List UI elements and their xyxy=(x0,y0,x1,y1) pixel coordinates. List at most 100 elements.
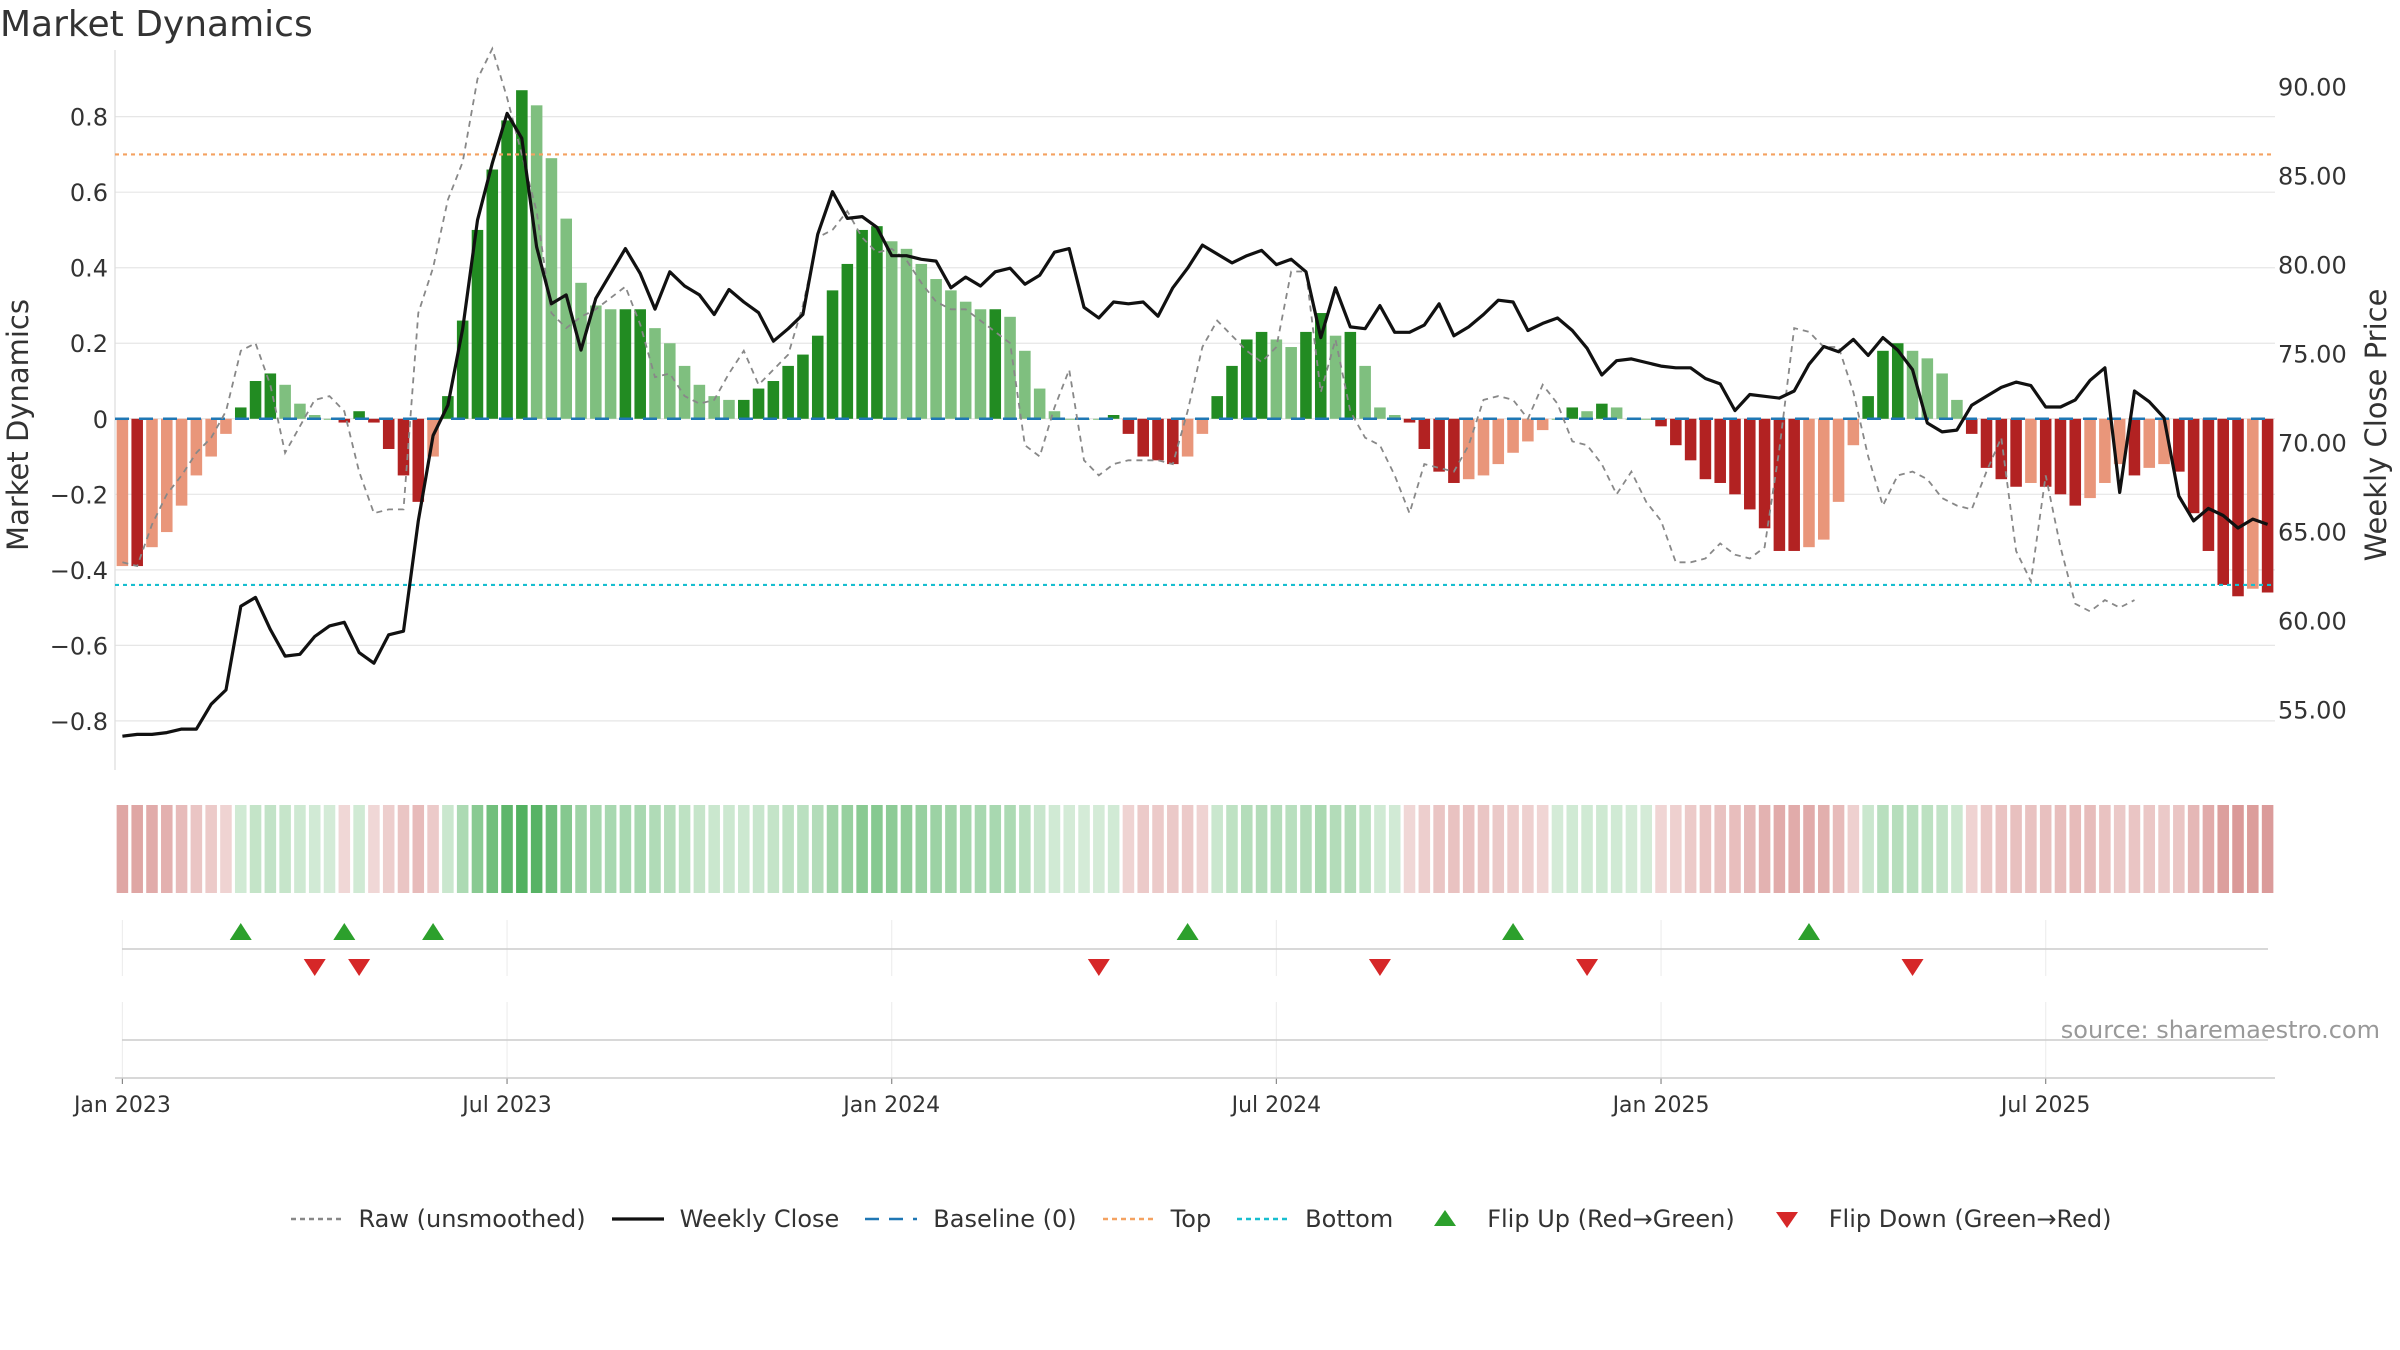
x-tick-label: Jan 2025 xyxy=(1611,1093,1710,1118)
dynamics-bar xyxy=(1995,418,2008,480)
regime-cell xyxy=(1270,805,1283,893)
regime-cell xyxy=(1477,805,1490,893)
dynamics-bar xyxy=(308,415,321,419)
dynamics-bar xyxy=(1359,365,1371,419)
dynamics-bar xyxy=(2247,418,2259,589)
dynamics-bar xyxy=(974,309,987,419)
dynamics-bar xyxy=(1951,399,1963,419)
dynamics-bar xyxy=(2128,418,2141,476)
dynamics-bar xyxy=(1063,418,1076,420)
dynamics-bar xyxy=(1196,418,1209,434)
regime-cell xyxy=(116,805,129,893)
regime-cell xyxy=(1596,805,1608,893)
dynamics-bar xyxy=(2232,418,2244,597)
dynamics-bar xyxy=(752,388,765,419)
regime-cell xyxy=(693,805,706,893)
regime-cell xyxy=(575,805,587,893)
regime-cell xyxy=(1980,805,1993,893)
regime-cell xyxy=(2247,805,2259,893)
flip-up-marker xyxy=(1502,923,1525,940)
dynamics-bar xyxy=(1270,339,1283,419)
dynamics-bar xyxy=(841,263,854,419)
regime-cell xyxy=(1610,805,1623,893)
regime-cell xyxy=(146,805,158,893)
dynamics-bar xyxy=(590,305,602,419)
regime-cell xyxy=(2113,805,2126,893)
regime-cell xyxy=(1122,805,1135,893)
regime-cell xyxy=(131,805,143,893)
legend-item: Weekly Close xyxy=(610,1205,839,1233)
regime-cell xyxy=(471,805,484,893)
dynamics-bar xyxy=(2202,418,2215,551)
regime-cell xyxy=(1507,805,1519,893)
y-tick-left: 0.2 xyxy=(70,330,108,358)
dynamics-bar xyxy=(1167,418,1179,465)
dynamics-bar xyxy=(900,248,913,419)
dynamics-bar xyxy=(294,403,306,419)
regime-cell xyxy=(1107,805,1120,893)
y-ticks-right: 55.00 60.00 65.00 70.00 75.00 80.00 85.00 90.00 xyxy=(2278,74,2347,725)
regime-cell xyxy=(871,805,883,893)
dynamics-bar xyxy=(1462,418,1475,480)
x-tick-label: Jul 2024 xyxy=(1230,1093,1322,1118)
y-tick-left: −0.2 xyxy=(50,481,108,509)
dynamics-bar xyxy=(131,418,143,567)
regime-cell xyxy=(308,805,321,893)
dynamics-bar xyxy=(649,328,661,419)
dynamics-bar xyxy=(1965,418,1978,434)
legend-item: Top xyxy=(1101,1205,1212,1233)
dynamics-bar xyxy=(501,120,513,419)
regime-cell xyxy=(1359,805,1371,893)
regime-cell xyxy=(234,805,247,893)
regime-cell xyxy=(1433,805,1445,893)
regime-cell xyxy=(501,805,513,893)
dynamics-bar xyxy=(471,229,484,419)
dynamics-bar xyxy=(353,411,365,419)
dynamics-bar xyxy=(486,169,499,419)
regime-cell xyxy=(2128,805,2141,893)
dynamics-bar xyxy=(530,105,543,419)
dynamics-bar xyxy=(1788,418,1800,551)
legend-swatch xyxy=(611,1217,664,1221)
dynamics-bar xyxy=(767,381,780,419)
regime-cell xyxy=(1551,805,1564,893)
dynamics-bar xyxy=(161,418,173,533)
close-series xyxy=(122,111,2269,738)
regime-cell xyxy=(2069,805,2082,893)
dynamics-bar xyxy=(664,343,676,419)
close-line xyxy=(122,111,2269,738)
regime-cell xyxy=(175,805,188,893)
regime-cell xyxy=(2054,805,2067,893)
dynamics-bar xyxy=(2099,418,2111,483)
flip-up-marker xyxy=(422,923,445,940)
regime-cell xyxy=(2143,805,2156,893)
regime-cell xyxy=(1181,805,1194,893)
regime-cell xyxy=(1803,805,1815,893)
flip-up-marker xyxy=(1176,923,1199,940)
regime-cell xyxy=(1462,805,1475,893)
regime-cell xyxy=(1019,805,1031,893)
regime-cell xyxy=(2099,805,2111,893)
dynamics-bar xyxy=(1507,418,1519,453)
dynamics-bar xyxy=(2069,418,2082,506)
dynamics-bar xyxy=(1285,347,1297,419)
dynamics-bar xyxy=(1522,418,1534,442)
dynamics-bar xyxy=(930,279,942,419)
dynamics-bar xyxy=(1403,418,1416,423)
dynamics-bar xyxy=(1655,418,1667,427)
regime-cell xyxy=(2217,805,2229,893)
regime-cell xyxy=(1418,805,1431,893)
regime-cell xyxy=(1729,805,1741,893)
y-tick-left: 0 xyxy=(93,406,108,434)
regime-cell xyxy=(545,805,558,893)
regime-cell xyxy=(1196,805,1209,893)
legend-label: Top xyxy=(1170,1205,1212,1233)
legend-label: Raw (unsmoothed) xyxy=(358,1205,586,1233)
regime-cell xyxy=(1744,805,1756,893)
dynamics-bar xyxy=(915,263,928,419)
y-tick-left: −0.4 xyxy=(50,557,108,585)
regime-cell xyxy=(989,805,1002,893)
dynamics-bar xyxy=(1093,418,1105,420)
reference-lines xyxy=(115,153,2275,587)
dynamics-bar xyxy=(1314,313,1327,419)
